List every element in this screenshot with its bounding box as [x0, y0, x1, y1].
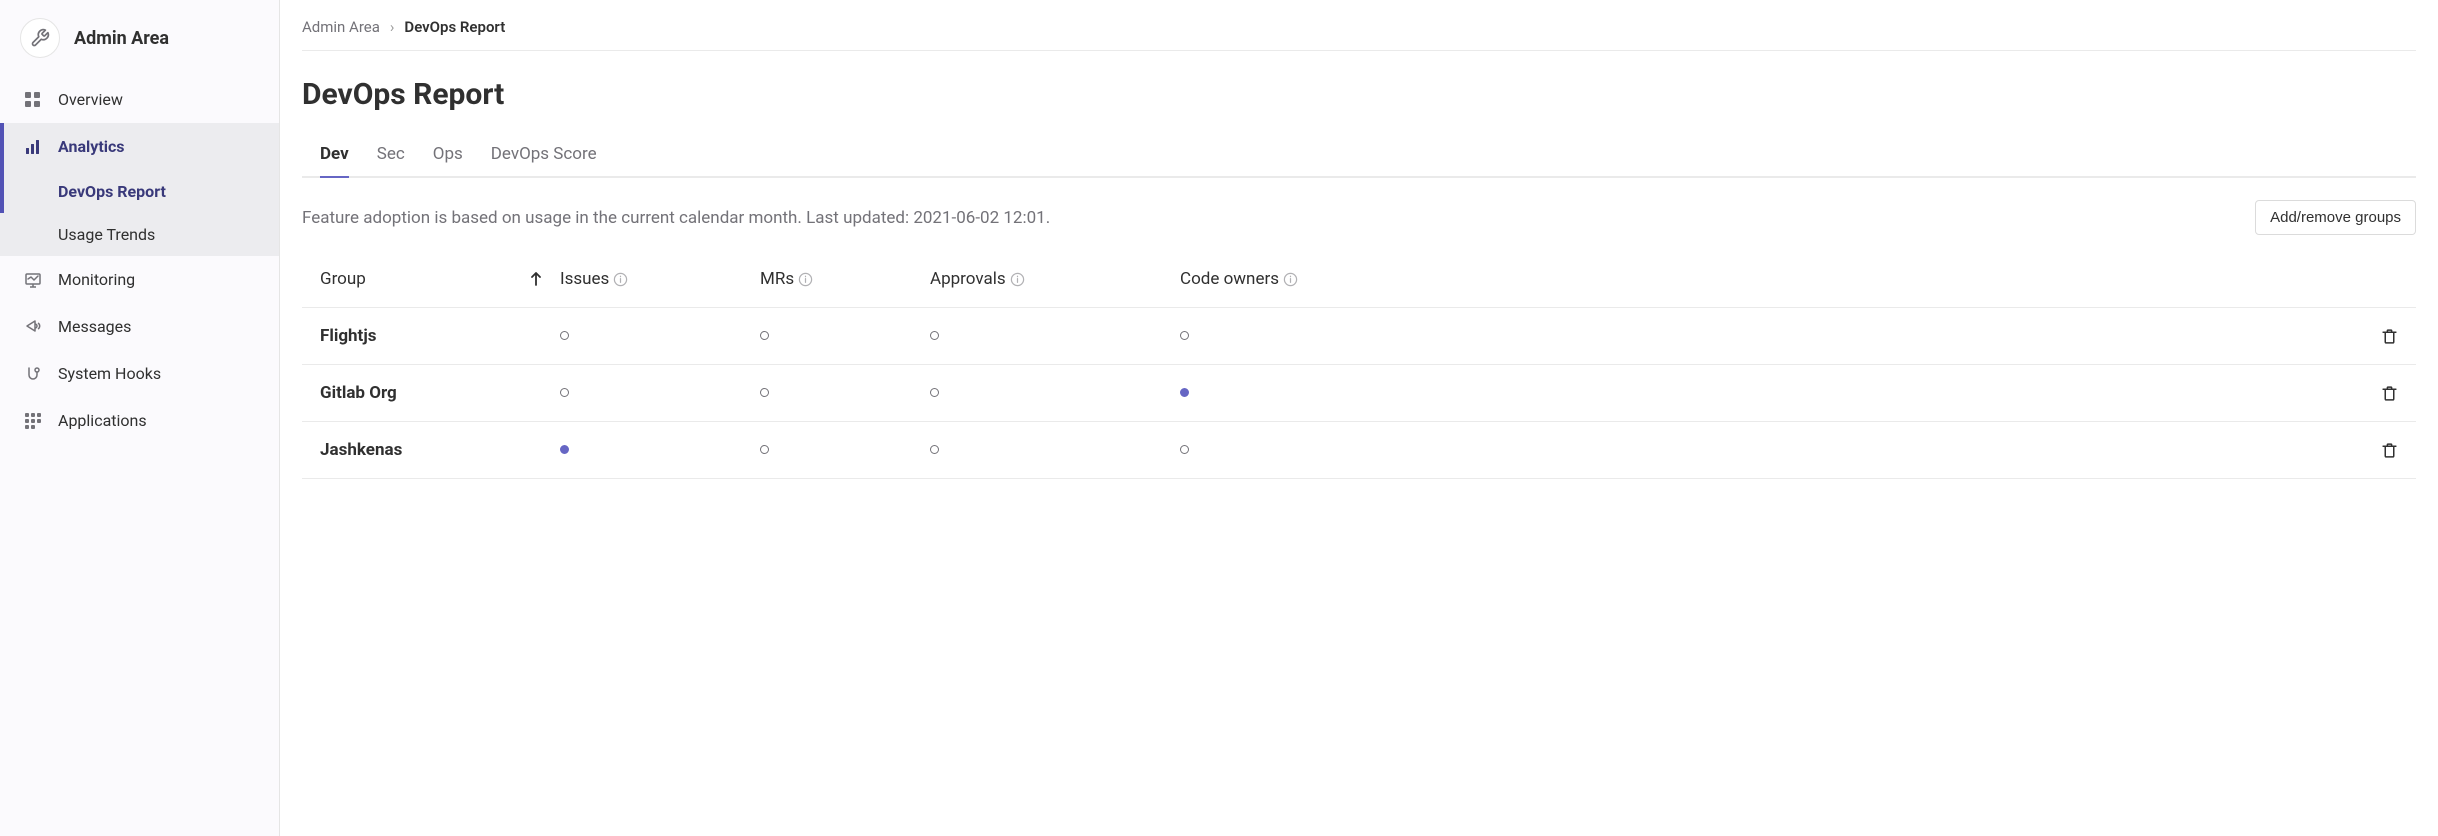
- column-header-issues[interactable]: Issues: [560, 269, 760, 289]
- sidebar-subitem-label: DevOps Report: [58, 182, 166, 201]
- breadcrumb-separator: ›: [390, 18, 395, 36]
- sidebar-item-system-hooks[interactable]: System Hooks: [0, 350, 279, 397]
- column-header-label: MRs: [760, 269, 794, 289]
- cell-code-owners: [1180, 328, 2358, 344]
- table-row: Flightjs: [302, 308, 2416, 365]
- cell-issues: [560, 442, 760, 458]
- sidebar-subitem-usage-trends[interactable]: Usage Trends: [0, 213, 279, 256]
- cell-mrs: [760, 328, 930, 344]
- applications-icon: [24, 413, 42, 429]
- cell-approvals: [930, 385, 1180, 401]
- breadcrumb: Admin Area › DevOps Report: [302, 18, 2416, 51]
- sidebar-item-label: Messages: [58, 317, 131, 336]
- cell-code-owners: [1180, 385, 2358, 401]
- info-icon[interactable]: [798, 272, 813, 287]
- table-row: Gitlab Org: [302, 365, 2416, 422]
- sidebar-item-label: Applications: [58, 411, 147, 430]
- adoption-dot: [760, 388, 769, 397]
- sidebar-item-label: Overview: [58, 90, 123, 109]
- adoption-dot: [930, 331, 939, 340]
- cell-group-name[interactable]: Gitlab Org: [320, 383, 530, 403]
- info-icon[interactable]: [1010, 272, 1025, 287]
- sidebar-subitem-devops-report[interactable]: DevOps Report: [0, 170, 279, 213]
- messages-icon: [24, 319, 42, 335]
- delete-row-button[interactable]: [2381, 385, 2398, 402]
- column-header-mrs[interactable]: MRs: [760, 269, 930, 289]
- column-header-code-owners[interactable]: Code owners: [1180, 269, 2358, 289]
- sort-arrow-icon[interactable]: [530, 272, 560, 286]
- cell-approvals: [930, 442, 1180, 458]
- delete-row-button[interactable]: [2381, 442, 2398, 459]
- column-header-group[interactable]: Group: [320, 269, 530, 289]
- adoption-dot: [560, 388, 569, 397]
- analytics-icon: [24, 139, 42, 155]
- adoption-dot: [1180, 388, 1189, 397]
- cell-approvals: [930, 328, 1180, 344]
- monitoring-icon: [24, 272, 42, 288]
- tab-devops-score[interactable]: DevOps Score: [491, 134, 597, 178]
- adoption-dot: [760, 445, 769, 454]
- breadcrumb-root[interactable]: Admin Area: [302, 18, 380, 36]
- table-header-row: Group Issues MRs Approvals Code owners: [302, 251, 2416, 308]
- sidebar-item-messages[interactable]: Messages: [0, 303, 279, 350]
- adoption-dot: [560, 445, 569, 454]
- cell-group-name[interactable]: Jashkenas: [320, 440, 530, 460]
- cell-issues: [560, 385, 760, 401]
- cell-mrs: [760, 385, 930, 401]
- sidebar: Admin Area Overview Analytics DevOps Rep…: [0, 0, 280, 836]
- hooks-icon: [24, 366, 42, 382]
- subheader-text: Feature adoption is based on usage in th…: [302, 208, 1050, 228]
- subheader: Feature adoption is based on usage in th…: [302, 200, 2416, 235]
- adoption-dot: [560, 331, 569, 340]
- adoption-dot: [1180, 445, 1189, 454]
- cell-issues: [560, 328, 760, 344]
- breadcrumb-current: DevOps Report: [404, 18, 505, 36]
- tab-ops[interactable]: Ops: [433, 134, 463, 178]
- tab-sec[interactable]: Sec: [377, 134, 405, 178]
- wrench-icon: [20, 18, 60, 58]
- tabs: Dev Sec Ops DevOps Score: [302, 134, 2416, 178]
- cell-code-owners: [1180, 442, 2358, 458]
- adoption-dot: [1180, 331, 1189, 340]
- sidebar-title: Admin Area: [74, 28, 169, 49]
- info-icon[interactable]: [1283, 272, 1298, 287]
- column-header-approvals[interactable]: Approvals: [930, 269, 1180, 289]
- sidebar-item-monitoring[interactable]: Monitoring: [0, 256, 279, 303]
- delete-row-button[interactable]: [2381, 328, 2398, 345]
- sidebar-header: Admin Area: [0, 0, 279, 76]
- column-header-label: Issues: [560, 269, 609, 289]
- sidebar-item-label: Analytics: [58, 137, 125, 156]
- column-header-label: Code owners: [1180, 269, 1279, 289]
- adoption-dot: [930, 445, 939, 454]
- add-remove-groups-button[interactable]: Add/remove groups: [2255, 200, 2416, 235]
- info-icon[interactable]: [613, 272, 628, 287]
- cell-group-name[interactable]: Flightjs: [320, 326, 530, 346]
- column-header-label: Approvals: [930, 269, 1006, 289]
- sidebar-item-overview[interactable]: Overview: [0, 76, 279, 123]
- adoption-dot: [760, 331, 769, 340]
- cell-mrs: [760, 442, 930, 458]
- sidebar-item-label: System Hooks: [58, 364, 161, 383]
- table-row: Jashkenas: [302, 422, 2416, 479]
- sidebar-item-analytics[interactable]: Analytics: [0, 123, 279, 170]
- main-content: Admin Area › DevOps Report DevOps Report…: [280, 0, 2438, 836]
- adoption-dot: [930, 388, 939, 397]
- groups-table: Group Issues MRs Approvals Code owners: [302, 251, 2416, 479]
- overview-icon: [24, 92, 42, 108]
- tab-dev[interactable]: Dev: [320, 134, 349, 178]
- sidebar-item-applications[interactable]: Applications: [0, 397, 279, 444]
- page-title: DevOps Report: [302, 77, 2416, 112]
- sidebar-item-label: Monitoring: [58, 270, 135, 289]
- sidebar-subitem-label: Usage Trends: [58, 225, 155, 244]
